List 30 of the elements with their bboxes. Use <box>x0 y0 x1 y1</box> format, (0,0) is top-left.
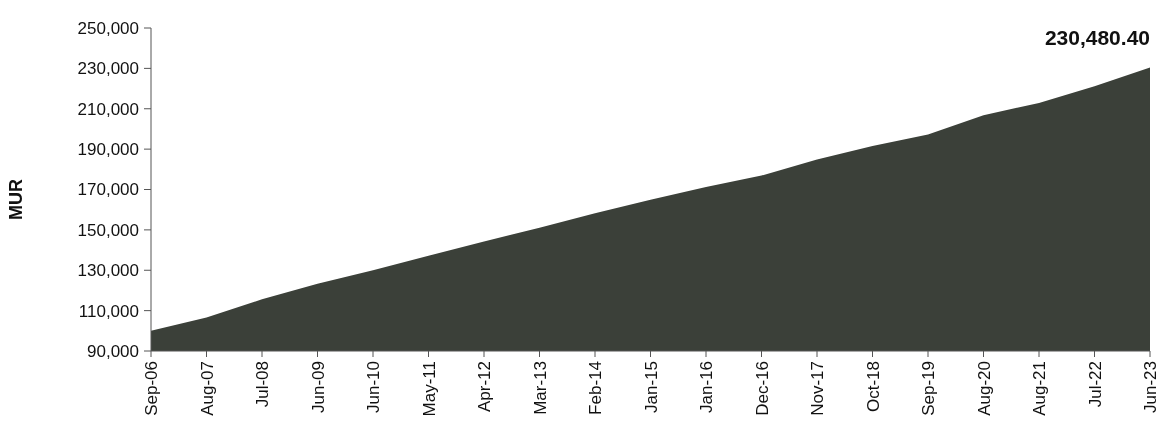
y-axis-title: MUR <box>6 179 26 220</box>
x-tick-label: Sep-06 <box>142 361 161 416</box>
y-tick-label: 90,000 <box>87 341 139 361</box>
x-tick-label: Feb-14 <box>586 361 605 415</box>
x-tick-label: Mar-13 <box>530 361 550 415</box>
x-tick-label: Jul-22 <box>1085 361 1105 408</box>
x-tick-label: Jun-09 <box>308 361 328 413</box>
x-tick-label: Jul-08 <box>253 361 272 408</box>
x-tick-label: Aug-07 <box>197 361 217 416</box>
x-tick-label: Apr-12 <box>475 361 494 413</box>
y-tick-label: 210,000 <box>77 99 139 119</box>
x-tick-label: Jun-10 <box>364 361 383 413</box>
y-tick-label: 130,000 <box>77 261 139 281</box>
x-tick-label: Nov-17 <box>808 361 827 416</box>
y-tick-label: 250,000 <box>77 18 139 38</box>
y-tick-label: 230,000 <box>77 59 139 79</box>
y-tick-label: 110,000 <box>78 301 139 321</box>
x-tick-label: Jan-16 <box>697 361 716 413</box>
y-tick-label: 190,000 <box>77 140 139 160</box>
x-tick-label: Dec-16 <box>752 361 772 416</box>
data-label: 230,480.40 <box>1044 26 1150 50</box>
y-tick-label: 150,000 <box>77 220 139 240</box>
x-tick-label: Jun-23 <box>1141 361 1160 413</box>
x-tick-label: Oct-18 <box>863 361 883 413</box>
x-tick-label: May-11 <box>419 361 439 417</box>
x-tick-label: Aug-21 <box>1030 361 1049 416</box>
x-tick-label: Jan-15 <box>641 361 661 413</box>
y-tick-label: 170,000 <box>77 180 139 200</box>
x-tick-label: Aug-20 <box>974 361 994 416</box>
x-tick-label: Sep-19 <box>919 361 938 416</box>
